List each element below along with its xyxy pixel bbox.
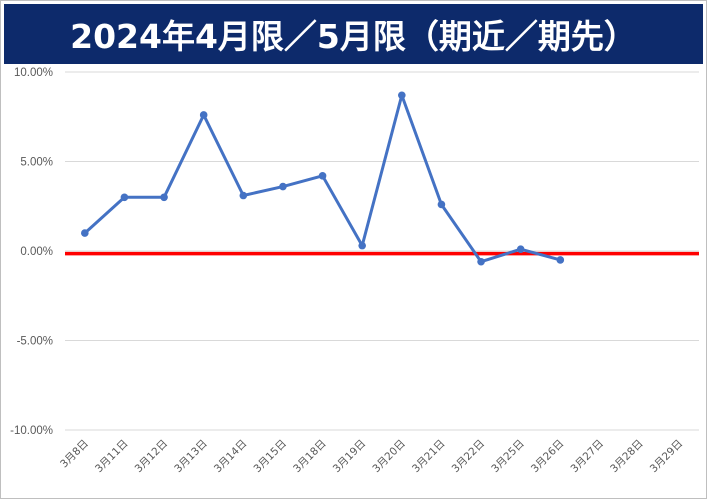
y-tick-label: -10.00% bbox=[10, 425, 53, 437]
series-group bbox=[81, 91, 565, 266]
y-axis-ticks: 10.00% 5.00% 0.00% -5.00% -10.00% bbox=[10, 67, 53, 437]
data-point bbox=[437, 200, 446, 209]
x-tick-label: 3月20日 bbox=[370, 438, 408, 476]
x-tick-label: 3月27日 bbox=[569, 438, 607, 476]
x-tick-label: 3月21日 bbox=[410, 438, 448, 476]
data-point bbox=[160, 193, 168, 202]
x-tick-label: 3月28日 bbox=[608, 438, 646, 476]
data-point bbox=[516, 245, 525, 254]
data-point bbox=[279, 182, 287, 191]
x-tick-label: 3月19日 bbox=[331, 438, 369, 476]
data-point bbox=[120, 193, 129, 202]
data-point bbox=[358, 241, 366, 250]
x-tick-label: 3月25日 bbox=[489, 438, 527, 476]
data-point bbox=[318, 172, 327, 180]
x-tick-label: 3月14日 bbox=[212, 438, 250, 476]
x-tick-label: 3月11日 bbox=[93, 438, 131, 476]
x-tick-label: 3月29日 bbox=[648, 438, 686, 476]
y-tick-label: 0.00% bbox=[20, 246, 53, 258]
x-tick-label: 3月12日 bbox=[133, 438, 171, 476]
y-tick-label: 10.00% bbox=[14, 67, 53, 79]
chart-title: 2024年4月限／5月限（期近／期先） bbox=[70, 17, 637, 56]
chart-title-bar: 2024年4月限／5月限（期近／期先） bbox=[4, 4, 703, 64]
x-axis-ticks: 3月8日 3月11日 3月12日 3月13日 3月14日 3月15日 3月18日 3月19日 3… bbox=[58, 438, 685, 476]
y-tick-label: 5.00% bbox=[20, 157, 53, 169]
data-point bbox=[398, 91, 406, 100]
data-point bbox=[81, 229, 89, 237]
x-tick-label: 3月15日 bbox=[252, 438, 290, 476]
y-tick-label: -5.00% bbox=[17, 336, 53, 348]
data-point bbox=[239, 191, 248, 200]
data-point bbox=[556, 256, 565, 264]
data-point bbox=[199, 111, 208, 119]
data-point bbox=[477, 257, 485, 266]
x-tick-label: 3月8日 bbox=[58, 438, 91, 471]
x-tick-label: 3月26日 bbox=[529, 438, 567, 476]
gridlines bbox=[65, 71, 699, 431]
x-tick-label: 3月22日 bbox=[450, 438, 488, 476]
x-tick-label: 3月18日 bbox=[291, 438, 329, 476]
x-tick-label: 3月13日 bbox=[172, 438, 210, 476]
